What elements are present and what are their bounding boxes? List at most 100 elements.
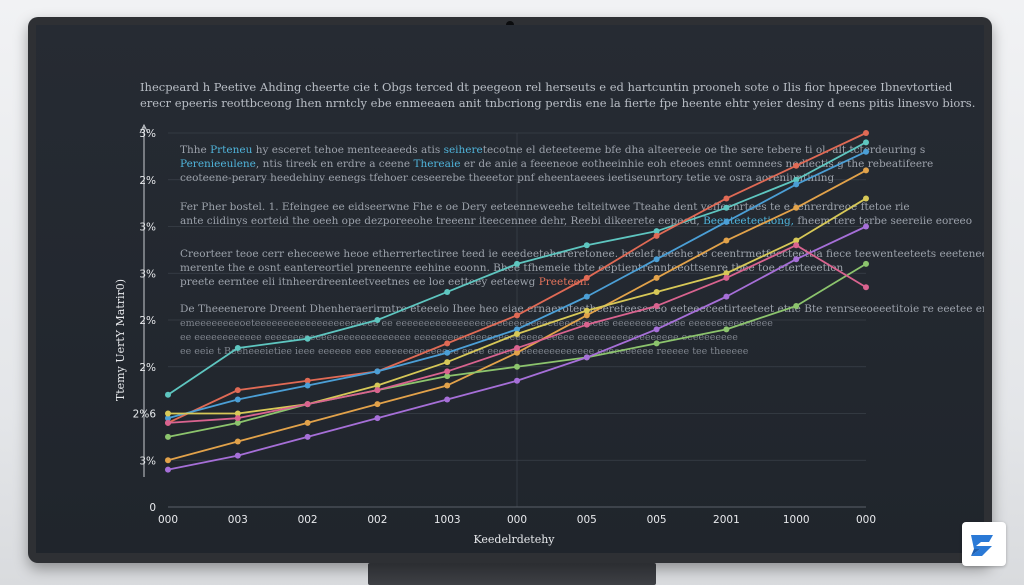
y-tick-label: 2%6 (133, 409, 157, 421)
data-point (583, 312, 590, 319)
data-point (444, 396, 451, 403)
data-point (514, 331, 520, 338)
intro-line-1: Ihecpeard h Peetive Ahding cheerte cie t… (140, 80, 953, 94)
data-point (234, 387, 241, 394)
series-group (165, 130, 869, 473)
x-tick-label: 000 (856, 514, 876, 526)
x-tick-label: 1003 (434, 514, 461, 526)
data-point (234, 410, 241, 417)
data-point (653, 288, 660, 295)
data-point (514, 363, 520, 370)
y-tick-label: 2% (139, 175, 156, 187)
data-point (653, 340, 660, 347)
data-point (583, 274, 590, 281)
paragraph-line: preete eerntee eli itnheerdreenteetveetn… (180, 276, 590, 288)
data-point (514, 326, 520, 333)
x-tick-label: 000 (158, 514, 178, 526)
data-point (863, 148, 869, 155)
paragraph-line: Creorteer teoe cerr eheceewe heoe etherr… (180, 248, 984, 260)
intro-line-2: erecr epeeris reottbceong Ihen nrntcly e… (140, 96, 975, 110)
data-point (653, 326, 660, 333)
x-tick-label: 002 (367, 514, 387, 526)
intro-text: Ihecpeard h Peetive Ahding cheerte cie t… (140, 80, 975, 110)
data-point (723, 326, 730, 333)
x-tick-label: 005 (647, 514, 667, 526)
data-point (374, 401, 381, 408)
x-tick-label: 002 (298, 514, 318, 526)
data-point (304, 382, 311, 389)
paragraph-line: ceoteene-perary heedehiny eenegs tfehoer… (180, 172, 834, 184)
data-point (723, 218, 730, 225)
data-point (863, 195, 869, 202)
y-tick-label: 3% (139, 455, 156, 467)
data-point (723, 237, 730, 244)
lightning-bolt-icon (971, 535, 993, 556)
paragraph-line: ee eeeeeeeeeeee eeeeeeeeeeeeeeeeeeeeeeee… (180, 332, 738, 343)
data-point (165, 457, 171, 464)
paragraph-line: emeeeeeeeeoeteeeeeeeeeeeeeeeeeeeeee ee e… (180, 318, 773, 329)
data-point (165, 419, 171, 426)
data-point (793, 162, 800, 169)
data-point (374, 317, 381, 323)
data-point (234, 415, 241, 422)
paragraph-line: Perenieeulene, ntis tireek en erdre a ce… (180, 158, 933, 170)
y-tick-label: 3% (139, 268, 156, 280)
data-point (165, 466, 171, 473)
data-point (165, 410, 171, 417)
line-chart: Ihecpeard h Peetive Ahding cheerte cie t… (114, 80, 984, 546)
data-point (444, 340, 451, 347)
x-tick-label: 1000 (783, 514, 810, 526)
data-point (793, 242, 800, 249)
y-tick-label: 2% (139, 315, 156, 327)
data-point (444, 382, 451, 389)
paragraph-line: ee eeie t Beeheeeietiee ieee eeeeee eee … (180, 346, 749, 357)
data-point (583, 321, 590, 328)
data-point (374, 382, 381, 389)
x-tick-label: 000 (507, 514, 527, 526)
data-point (793, 181, 800, 188)
data-point (234, 438, 241, 445)
data-point (165, 391, 171, 398)
x-tick-label: 003 (228, 514, 248, 526)
y-axis-arrow-icon (139, 123, 149, 134)
data-point (583, 307, 590, 314)
data-point (723, 274, 730, 281)
axes (139, 123, 866, 508)
brand-logo (962, 522, 1006, 566)
overlay-paragraphs: Thhe Prteneu hy esceret tehoe menteeaeed… (180, 144, 984, 357)
data-point (653, 228, 660, 235)
y-tick-label: 3% (139, 222, 156, 234)
data-point (304, 335, 311, 342)
data-point (723, 195, 730, 202)
data-point (723, 293, 730, 300)
tick-labels: 0 3% 2%6 2% 2% 3% 3% 2% 3% 000 003 002 002 1003 000 005… (133, 128, 876, 526)
paragraph-line: merente the e osnt eantereortiel preneen… (180, 262, 844, 274)
data-point (444, 368, 451, 375)
x-tick-label: 2001 (713, 514, 740, 526)
data-point (514, 312, 520, 319)
data-point (793, 256, 800, 263)
data-point (304, 377, 311, 384)
data-point (514, 349, 520, 356)
data-point (234, 396, 241, 403)
data-point (863, 167, 869, 174)
data-point (863, 260, 869, 267)
data-point (653, 256, 660, 263)
paragraph-line: Thhe Prteneu hy esceret tehoe menteeaeed… (180, 144, 925, 156)
data-point (234, 345, 241, 352)
grid (168, 132, 866, 508)
data-point (793, 176, 800, 183)
data-point (583, 293, 590, 300)
data-point (583, 242, 590, 249)
data-point (583, 354, 590, 361)
monitor: Ihecpeard h Peetive Ahding cheerte cie t… (28, 17, 992, 563)
x-tick-label: 005 (577, 514, 597, 526)
data-point (374, 387, 381, 394)
paragraph-line: Fer Pher bostel. 1. Efeingee ee eidseerw… (180, 201, 910, 213)
data-point (374, 415, 381, 422)
y-tick-label: 0 (149, 502, 156, 514)
data-point (374, 368, 381, 375)
x-axis-label: Keedelrdetehy (473, 533, 555, 546)
y-tick-label: 3% (139, 128, 156, 140)
data-point (165, 433, 171, 440)
